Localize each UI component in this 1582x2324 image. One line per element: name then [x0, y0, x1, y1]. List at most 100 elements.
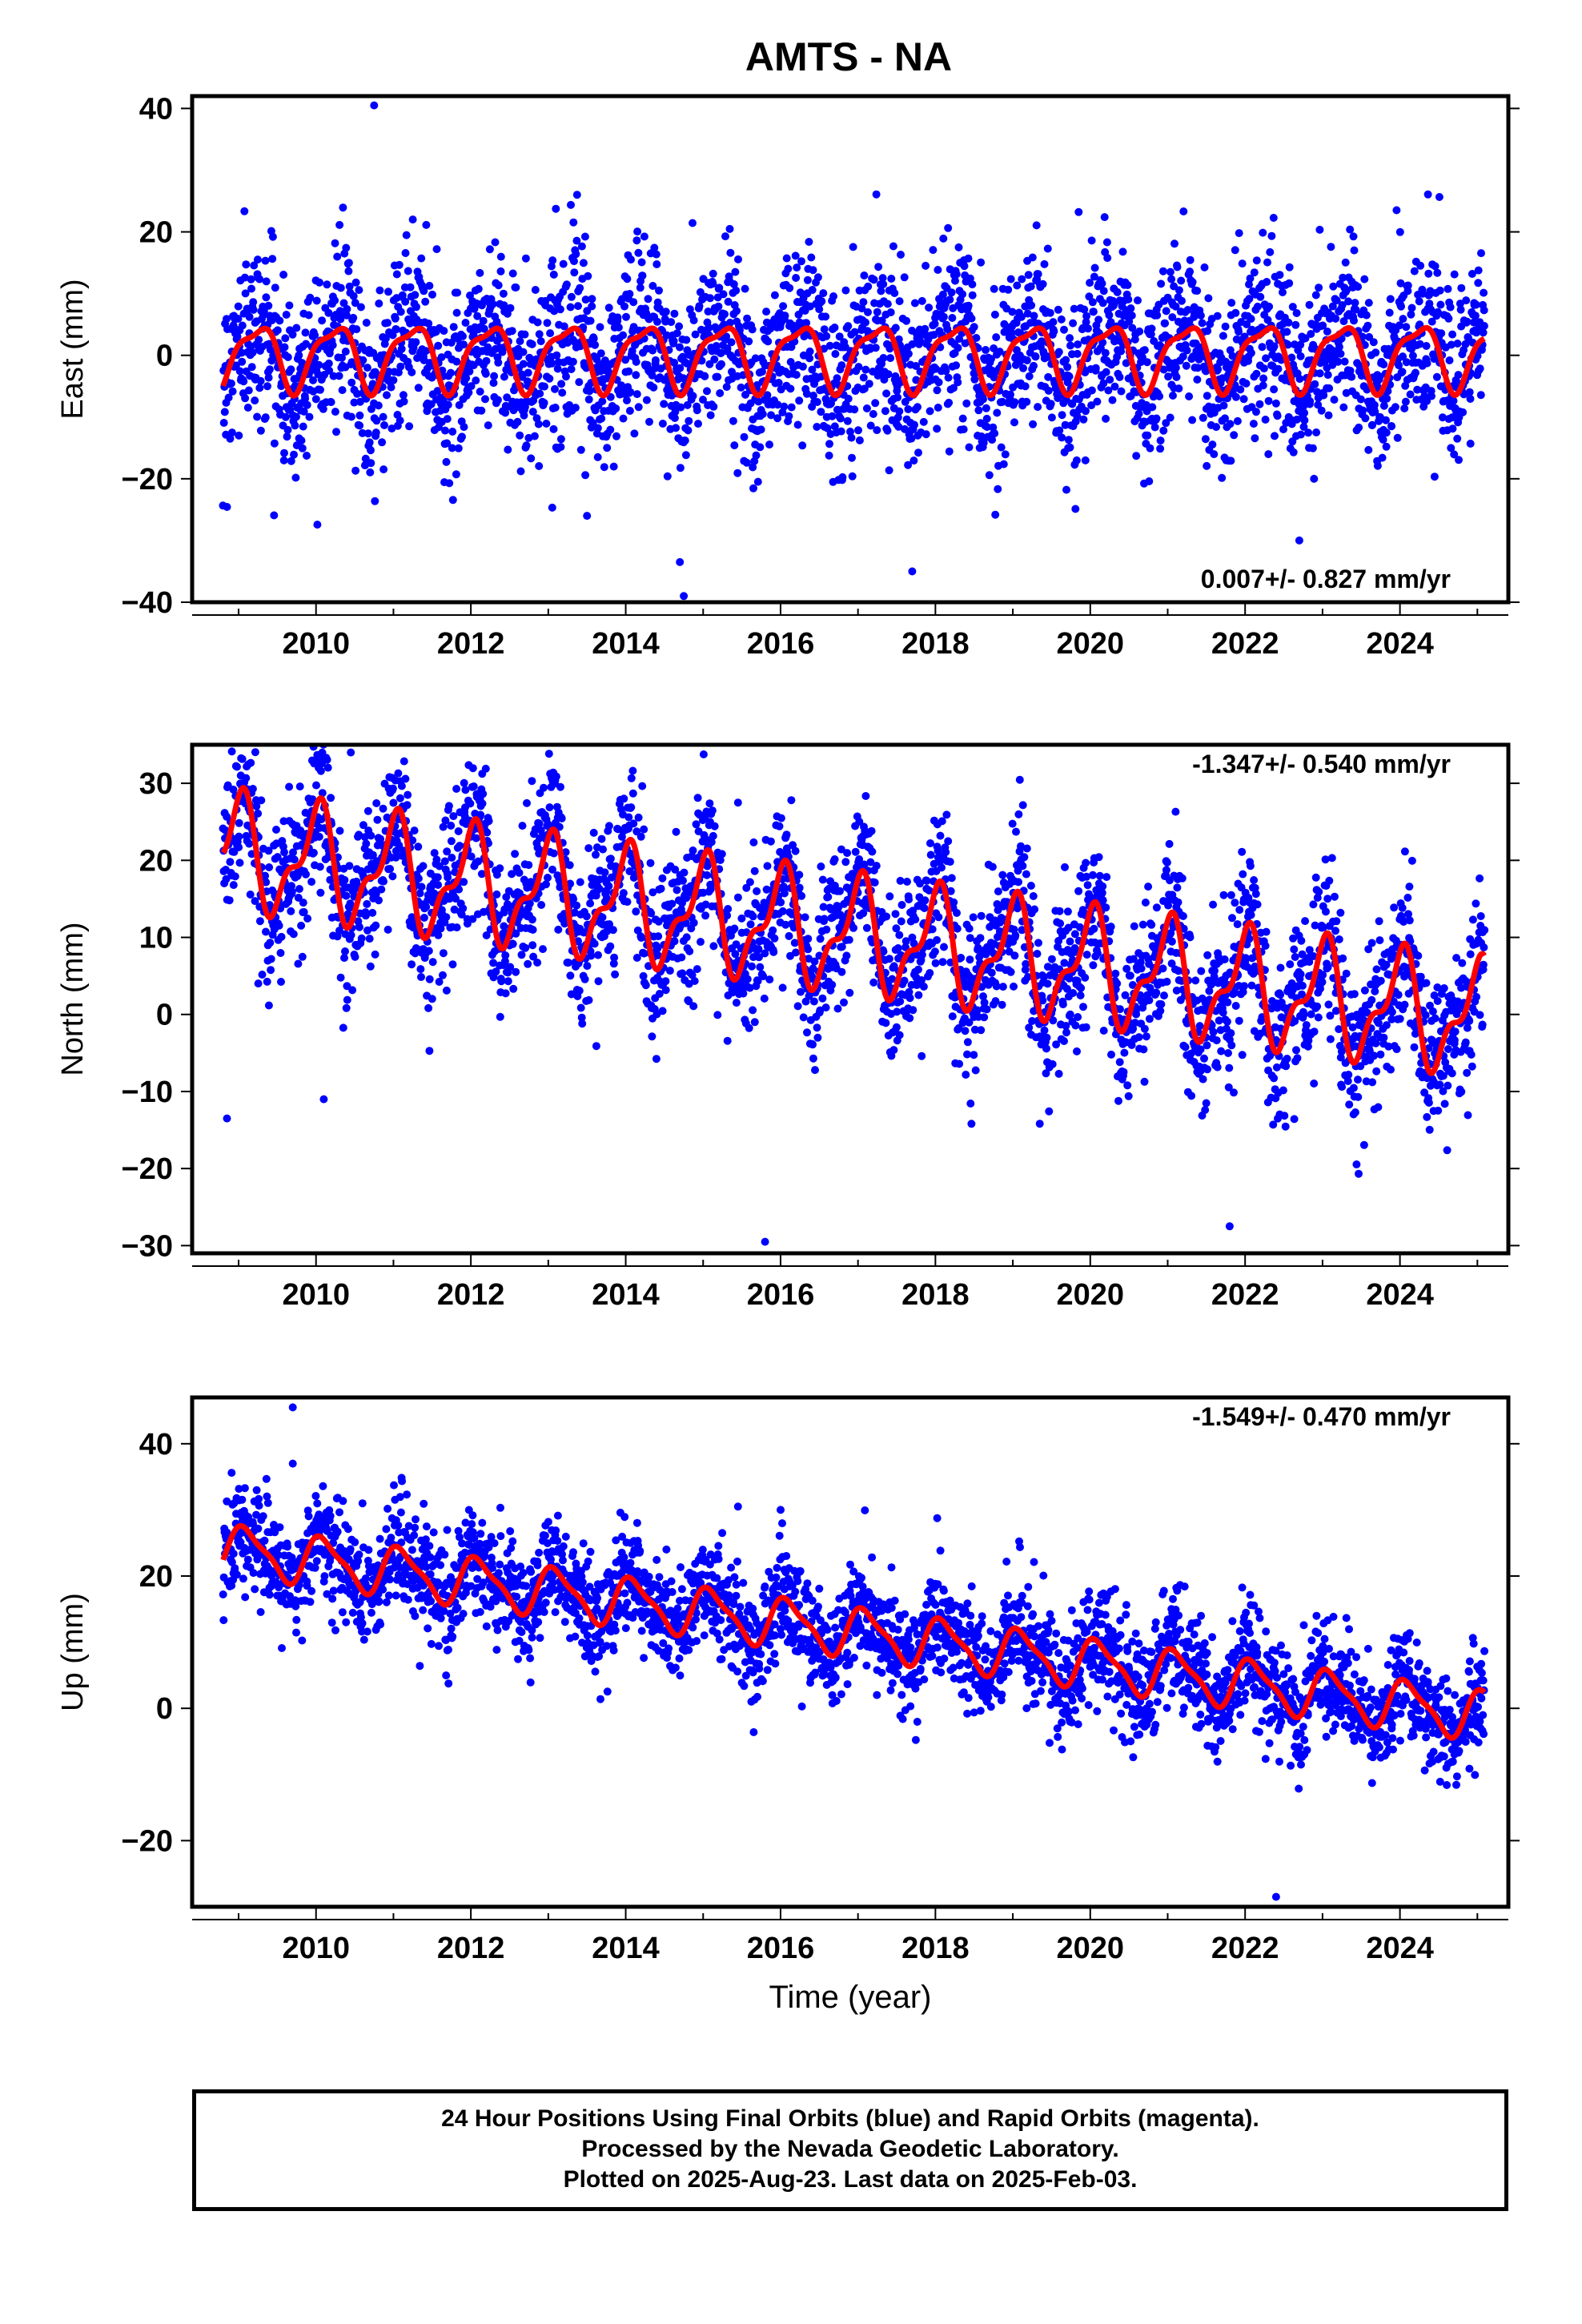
data-point: [313, 521, 322, 529]
data-point: [869, 275, 878, 284]
data-point: [895, 931, 904, 939]
data-point: [864, 282, 873, 291]
data-point: [424, 947, 433, 955]
data-point: [584, 995, 593, 1004]
data-point: [275, 316, 284, 325]
data-point: [374, 401, 383, 410]
data-point: [879, 279, 888, 288]
data-point: [436, 862, 444, 870]
data-point: [397, 721, 405, 729]
data-point: [461, 786, 470, 794]
data-point: [428, 290, 436, 299]
data-point: [517, 951, 526, 959]
data-point: [843, 849, 852, 858]
data-point: [242, 260, 251, 269]
data-point: [534, 420, 543, 428]
data-point: [548, 503, 556, 512]
data-point: [1395, 361, 1403, 370]
data-point: [367, 446, 375, 455]
data-point: [634, 403, 643, 412]
data-point: [522, 441, 531, 450]
data-point: [1393, 433, 1402, 442]
data-point: [1424, 269, 1433, 278]
data-point: [384, 368, 393, 376]
data-point: [335, 826, 344, 835]
data-point: [355, 421, 364, 430]
data-point: [351, 278, 360, 287]
data-point: [1382, 442, 1391, 451]
data-point: [1325, 384, 1334, 392]
data-point: [552, 772, 560, 781]
data-point: [624, 813, 633, 822]
data-point: [954, 344, 962, 352]
data-point: [1235, 229, 1243, 238]
data-point: [501, 989, 510, 998]
data-point: [672, 424, 681, 432]
data-point: [1186, 255, 1195, 264]
data-point: [1239, 395, 1248, 404]
data-point: [432, 855, 441, 864]
data-point: [299, 899, 307, 907]
data-point: [1230, 431, 1239, 440]
data-point: [365, 438, 374, 447]
data-point: [452, 308, 461, 317]
data-point: [748, 962, 756, 971]
data-point: [235, 858, 244, 867]
data-point: [900, 273, 909, 282]
data-point: [569, 218, 578, 227]
data-point: [452, 895, 460, 903]
data-point: [699, 396, 707, 404]
data-point: [323, 280, 331, 289]
data-point: [570, 268, 579, 277]
data-point: [671, 408, 680, 416]
data-point: [1046, 308, 1054, 317]
data-point: [1283, 340, 1292, 349]
data-point: [817, 408, 825, 416]
data-point: [620, 302, 628, 311]
data-point: [400, 397, 408, 406]
data-point: [831, 350, 840, 358]
data-point: [1285, 279, 1294, 287]
data-point: [809, 1040, 817, 1049]
data-point: [287, 907, 295, 915]
data-point: [1459, 408, 1468, 416]
model-fit-line: [220, 324, 1487, 399]
data-point: [1444, 314, 1453, 323]
data-point: [1098, 279, 1106, 287]
data-point: [769, 947, 778, 956]
data-point: [1218, 473, 1227, 482]
data-point: [389, 798, 398, 807]
data-point: [291, 473, 300, 482]
data-point: [1334, 357, 1343, 366]
data-point: [280, 448, 288, 457]
data-point: [362, 319, 371, 327]
data-point: [226, 434, 235, 443]
data-point: [1292, 309, 1301, 317]
data-point: [1344, 297, 1353, 306]
y-axis-label: East (mm): [56, 279, 90, 419]
data-point: [552, 351, 561, 360]
data-point: [1213, 312, 1222, 320]
data-point: [593, 424, 602, 432]
data-point: [518, 822, 527, 830]
data-point: [1066, 334, 1074, 343]
data-point: [248, 348, 257, 357]
data-point: [878, 274, 887, 283]
data-point: [960, 262, 969, 271]
data-point: [881, 407, 889, 416]
data-point: [926, 407, 934, 416]
data-point: [633, 227, 642, 236]
data-point: [492, 890, 501, 899]
data-point: [299, 407, 308, 416]
data-point: [854, 426, 862, 435]
y-tick-label: 0: [156, 340, 173, 373]
data-point: [1312, 428, 1321, 436]
data-point: [634, 813, 643, 822]
data-point: [1062, 356, 1070, 364]
data-point: [1423, 190, 1432, 199]
data-point: [525, 899, 534, 908]
data-point: [1259, 381, 1267, 390]
data-point: [448, 854, 456, 862]
